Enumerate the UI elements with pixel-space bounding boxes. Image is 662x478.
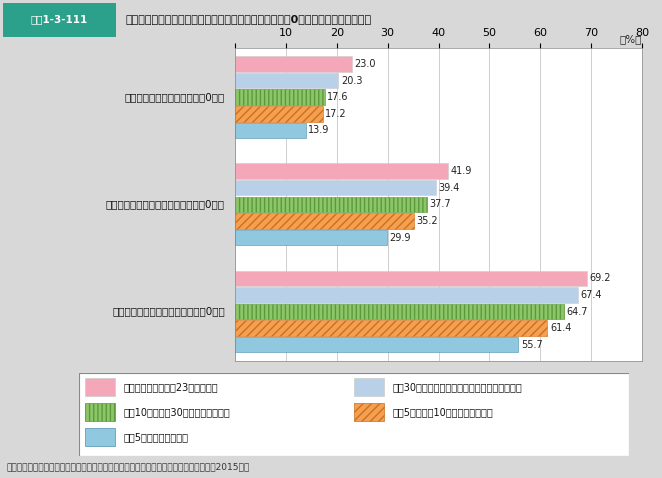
Text: 55.7: 55.7 xyxy=(521,340,543,350)
Text: 64.7: 64.7 xyxy=(567,306,589,316)
Bar xyxy=(235,304,564,319)
Text: 資料：厚生労働省政策統括官付政策評価官室委託「人口減少社会に関する意識調査」（2015年）: 資料：厚生労働省政策統括官付政策評価官室委託「人口減少社会に関する意識調査」（2… xyxy=(7,462,250,471)
Text: 日常的に立ち話をする程度の人が「0人」: 日常的に立ち話をする程度の人が「0人」 xyxy=(106,199,225,209)
Text: 39.4: 39.4 xyxy=(438,183,459,193)
FancyBboxPatch shape xyxy=(79,373,629,456)
Text: 20.3: 20.3 xyxy=(341,76,362,86)
FancyBboxPatch shape xyxy=(85,403,115,422)
Bar xyxy=(235,106,322,121)
Bar xyxy=(235,230,387,245)
Bar xyxy=(235,213,414,228)
FancyBboxPatch shape xyxy=(354,403,385,422)
Bar xyxy=(235,320,547,336)
Text: 41.9: 41.9 xyxy=(451,166,472,176)
Bar xyxy=(235,271,587,286)
FancyBboxPatch shape xyxy=(85,378,115,396)
Text: 37.7: 37.7 xyxy=(430,199,451,209)
Bar xyxy=(235,73,338,88)
Bar xyxy=(235,287,578,303)
FancyBboxPatch shape xyxy=(85,428,115,446)
FancyBboxPatch shape xyxy=(3,3,116,37)
Bar xyxy=(235,56,352,72)
Text: 人口10万人以上30万人未満の自治体: 人口10万人以上30万人未満の自治体 xyxy=(123,407,230,417)
Text: 挨拶程度の付き合いの人が「0人」: 挨拶程度の付き合いの人が「0人」 xyxy=(124,92,225,102)
Bar xyxy=(235,123,306,138)
Text: 13.9: 13.9 xyxy=(308,125,330,135)
Text: 人口5万人以上10万人未満の自治体: 人口5万人以上10万人未満の自治体 xyxy=(393,407,493,417)
Text: 居住自治体規模別の近所との交際度合い（交際人数が「0人」と答えた人の割合）: 居住自治体規模別の近所との交際度合い（交際人数が「0人」と答えた人の割合） xyxy=(126,14,372,24)
Text: 生活面で協力しあっている人が「0人」: 生活面で協力しあっている人が「0人」 xyxy=(112,306,225,316)
Text: 67.4: 67.4 xyxy=(581,290,602,300)
Bar xyxy=(235,89,324,105)
Text: 政令指定都市（東京23区を含む）: 政令指定都市（東京23区を含む） xyxy=(123,382,218,392)
Bar xyxy=(235,180,436,196)
Text: 人口30万人以上の自治体（政令指定都市以外）: 人口30万人以上の自治体（政令指定都市以外） xyxy=(393,382,522,392)
Bar xyxy=(235,196,427,212)
Text: 61.4: 61.4 xyxy=(550,323,571,333)
Text: 図表1-3-111: 図表1-3-111 xyxy=(31,14,88,24)
Text: 人口5万人未満の自治体: 人口5万人未満の自治体 xyxy=(123,432,189,442)
Text: 23.0: 23.0 xyxy=(355,59,376,69)
Text: 69.2: 69.2 xyxy=(590,273,611,283)
Text: 29.9: 29.9 xyxy=(390,232,411,242)
FancyBboxPatch shape xyxy=(354,378,385,396)
Text: 35.2: 35.2 xyxy=(416,216,438,226)
Text: 17.6: 17.6 xyxy=(327,92,349,102)
Text: 17.2: 17.2 xyxy=(325,109,347,119)
Text: （%）: （%） xyxy=(620,35,642,44)
Bar xyxy=(235,337,518,352)
Bar xyxy=(235,163,448,179)
